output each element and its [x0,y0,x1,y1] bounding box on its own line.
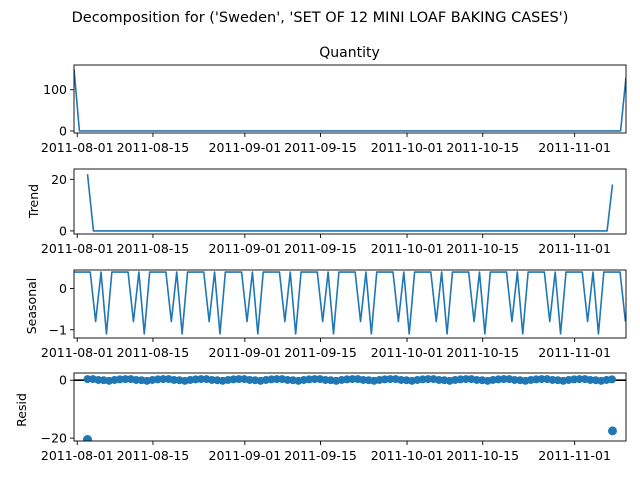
seasonal-ylabel: Seasonal [24,278,39,335]
trend-xtick-label: 2011-09-01 [209,241,282,256]
seasonal-ytick-label: 0 [59,281,67,296]
observed-ytick-label: 100 [43,82,67,97]
observed-ytick-label: 0 [59,123,67,138]
trend-ytick-label: 0 [59,223,67,238]
resid-outlier-point [83,435,93,441]
seasonal-xtick-label: 2011-09-15 [284,345,357,360]
trend-xtick-label: 2011-08-01 [41,241,114,256]
resid-ytick-label: 0 [59,373,67,388]
resid-xtick-label: 2011-09-15 [284,448,357,463]
observed-xtick-label: 2011-09-01 [209,140,282,155]
resid-ylabel: Resid [14,393,29,427]
trend-series-line [86,174,614,232]
resid-ytick-label: −20 [41,431,67,446]
seasonal-xtick-label: 2011-10-01 [371,345,444,360]
resid-xtick-label: 2011-10-01 [371,448,444,463]
seasonal-xtick-label: 2011-08-01 [41,345,114,360]
trend-xtick-label: 2011-10-01 [371,241,444,256]
observed-xtick-label: 2011-11-01 [538,140,611,155]
seasonal-axes-frame [73,269,627,339]
seasonal-panel: Seasonal −1 0 2011-08-01 2011-08-15 2011-09-… [24,269,627,360]
observed-xtick-label: 2011-09-15 [284,140,357,155]
resid-outlier-point [607,426,617,436]
resid-xtick-label: 2011-10-15 [446,448,519,463]
seasonal-xtick-label: 2011-10-15 [446,345,519,360]
seasonal-xtick-label: 2011-08-15 [117,345,190,360]
seasonal-xtick-label: 2011-11-01 [538,345,611,360]
trend-ylabel: Trend [26,184,41,219]
observed-panel: Quantity 0 100 2011-08-01 2011-08-15 2011-09… [41,45,627,155]
observed-xtick-label: 2011-10-01 [371,140,444,155]
trend-axes-frame [73,168,627,235]
observed-xtick-label: 2011-08-01 [41,140,114,155]
resid-xtick-label: 2011-09-01 [209,448,282,463]
observed-axes-frame [73,64,627,134]
seasonal-series-line [74,271,626,335]
seasonal-xtick-label: 2011-09-01 [209,345,282,360]
observed-xtick-label: 2011-10-15 [446,140,519,155]
trend-ytick-label: 20 [51,172,67,187]
trend-xtick-label: 2011-11-01 [538,241,611,256]
trend-data [86,174,614,232]
resid-data [74,375,626,441]
seasonal-data [74,271,626,335]
trend-xtick-label: 2011-10-15 [446,241,519,256]
resid-xtick-label: 2011-08-15 [117,448,190,463]
trend-xtick-label: 2011-09-15 [284,241,357,256]
figure-title: Decomposition for ('Sweden', 'SET OF 12 … [72,10,569,26]
observed-xtick-label: 2011-08-15 [117,140,190,155]
seasonal-ytick-label: −1 [49,322,67,337]
resid-xtick-label: 2011-08-01 [41,448,114,463]
resid-axes-frame [73,372,627,442]
resid-panel: Resid −20 0 2011-08-01 2011-08-15 2011-09-01… [14,372,627,463]
resid-xtick-label: 2011-11-01 [538,448,611,463]
observed-panel-title: Quantity [319,45,380,61]
resid-point [607,375,616,384]
observed-series-line [74,69,626,132]
trend-xtick-label: 2011-08-15 [117,241,190,256]
observed-data [74,69,626,132]
